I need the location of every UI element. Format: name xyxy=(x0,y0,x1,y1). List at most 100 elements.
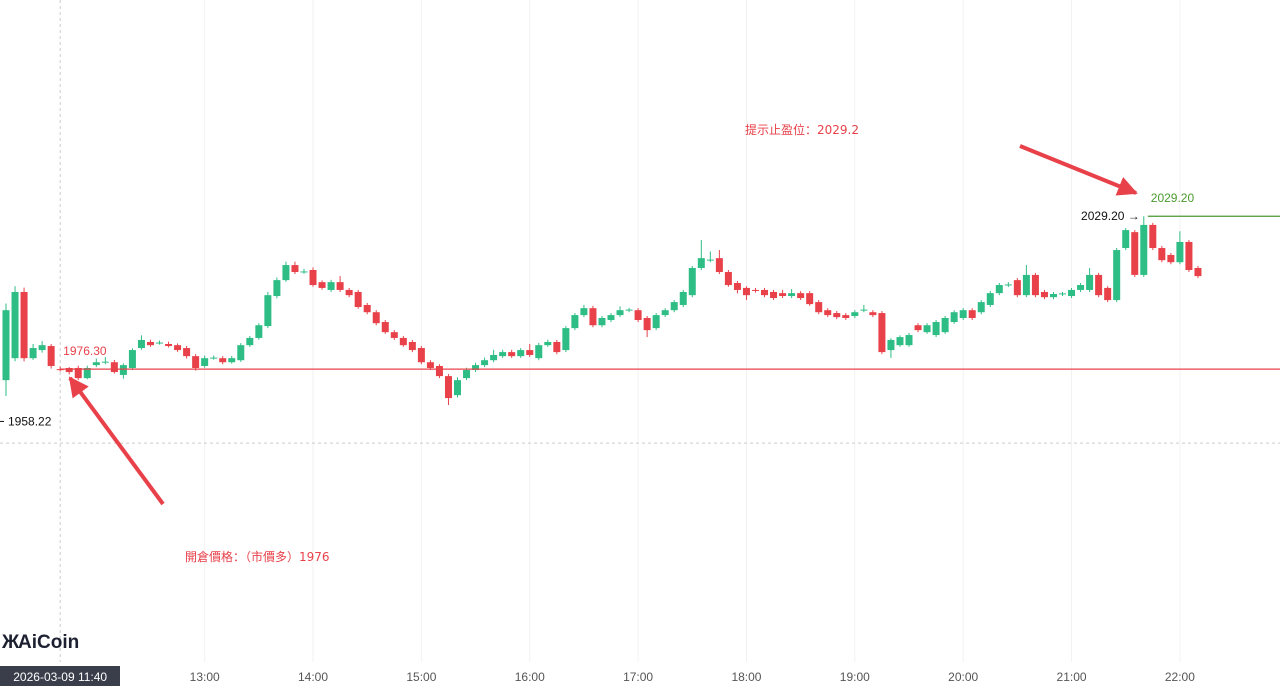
candle-body xyxy=(128,350,136,369)
candle-body xyxy=(273,280,281,297)
candle-body xyxy=(742,287,750,296)
candle-body xyxy=(580,308,588,316)
candle-body xyxy=(318,282,326,288)
candle-body xyxy=(219,358,227,363)
candle-body xyxy=(255,325,263,338)
candle-body xyxy=(327,282,335,290)
candle-body xyxy=(959,310,967,318)
candle-body xyxy=(74,368,82,379)
x-tick-label: 20:00 xyxy=(948,670,978,684)
candle-body xyxy=(1149,224,1157,249)
candle-body xyxy=(815,302,823,313)
candle-body xyxy=(47,346,55,366)
x-tick-label: 19:00 xyxy=(840,670,870,684)
candle-body xyxy=(399,337,407,346)
candle-body xyxy=(553,341,561,353)
candle-body xyxy=(92,362,100,366)
candle-body xyxy=(363,304,371,313)
candle-body xyxy=(282,265,290,281)
candle-body xyxy=(923,325,931,333)
candle-body xyxy=(788,293,796,297)
arrow xyxy=(1019,144,1138,196)
candle-body xyxy=(183,348,191,357)
candle-body xyxy=(345,289,353,296)
candle-body xyxy=(652,315,660,329)
candle-body xyxy=(860,309,868,311)
candle-body xyxy=(210,357,218,359)
candle-body xyxy=(661,310,669,316)
crosshair-label-box xyxy=(0,666,120,686)
candle-body xyxy=(706,259,714,261)
candle-body xyxy=(354,291,362,308)
candle-body xyxy=(1031,274,1039,296)
high-marker-label: 2029.20 → xyxy=(1081,209,1140,223)
candle-body xyxy=(192,356,200,369)
x-tick-label: 22:00 xyxy=(1165,670,1195,684)
candle-body xyxy=(1049,293,1057,298)
candle-body xyxy=(246,337,254,346)
candle-body xyxy=(110,362,118,373)
candle-body xyxy=(1131,232,1139,275)
annotation: 開倉價格：（市價多）1976 xyxy=(185,549,330,564)
candle-body xyxy=(724,272,732,286)
candle-body xyxy=(101,361,109,363)
candle-body xyxy=(2,310,10,381)
candle-body xyxy=(1185,241,1193,271)
candle-body xyxy=(264,295,272,327)
price-line-label: 1976.30 xyxy=(63,344,107,358)
candle-body xyxy=(435,365,443,377)
candle-body xyxy=(761,289,769,296)
candle-body xyxy=(616,310,624,316)
arrow xyxy=(68,376,165,506)
candle-body xyxy=(381,322,389,333)
candle-body xyxy=(463,370,471,379)
x-tick-label: 16:00 xyxy=(515,670,545,684)
annotation: 提示止盈位：2029.2 xyxy=(745,122,859,137)
candle-body xyxy=(11,291,19,359)
candle-body xyxy=(851,312,859,316)
candle-body xyxy=(914,325,922,331)
candle-body xyxy=(941,317,949,333)
candle-body xyxy=(1176,241,1184,263)
candle-body xyxy=(1077,285,1085,290)
candle-body xyxy=(589,308,597,326)
candle-body xyxy=(454,380,461,396)
x-tick-label: 15:00 xyxy=(406,670,436,684)
candle-body xyxy=(137,339,145,349)
candle-body xyxy=(65,368,73,373)
candle-body xyxy=(1122,230,1130,249)
candle-body xyxy=(300,271,308,273)
candle-body xyxy=(165,344,173,347)
candle-body xyxy=(1104,287,1112,301)
candle-body xyxy=(472,365,480,371)
candle-body xyxy=(770,291,778,299)
candle-body xyxy=(688,267,696,296)
candle-body xyxy=(562,328,570,351)
low-marker-label: 1958.22 xyxy=(8,414,52,428)
candle-body xyxy=(372,312,380,324)
candle-body xyxy=(1158,248,1166,261)
candle-body xyxy=(571,315,579,329)
candle-body xyxy=(634,310,642,321)
candle-body xyxy=(1095,274,1103,296)
x-tick-label: 13:00 xyxy=(190,670,220,684)
candle-body xyxy=(797,293,805,299)
candle-body xyxy=(833,313,841,318)
crosshair-label: 2026-03-09 11:40 xyxy=(13,670,107,684)
candle-body xyxy=(842,315,850,318)
candle-body xyxy=(535,345,543,359)
candle-body xyxy=(950,312,958,323)
candle-body xyxy=(751,289,759,291)
candle-body xyxy=(670,302,678,311)
candle-body xyxy=(508,352,516,357)
x-tick-label: 17:00 xyxy=(623,670,653,684)
candle-body xyxy=(887,339,895,351)
candle-body xyxy=(499,352,507,357)
candle-body xyxy=(444,376,452,399)
candle-body xyxy=(643,317,651,331)
candle-body xyxy=(201,358,209,366)
candle-body xyxy=(977,302,985,313)
candle-body xyxy=(291,265,299,273)
candle-body xyxy=(1013,280,1021,296)
